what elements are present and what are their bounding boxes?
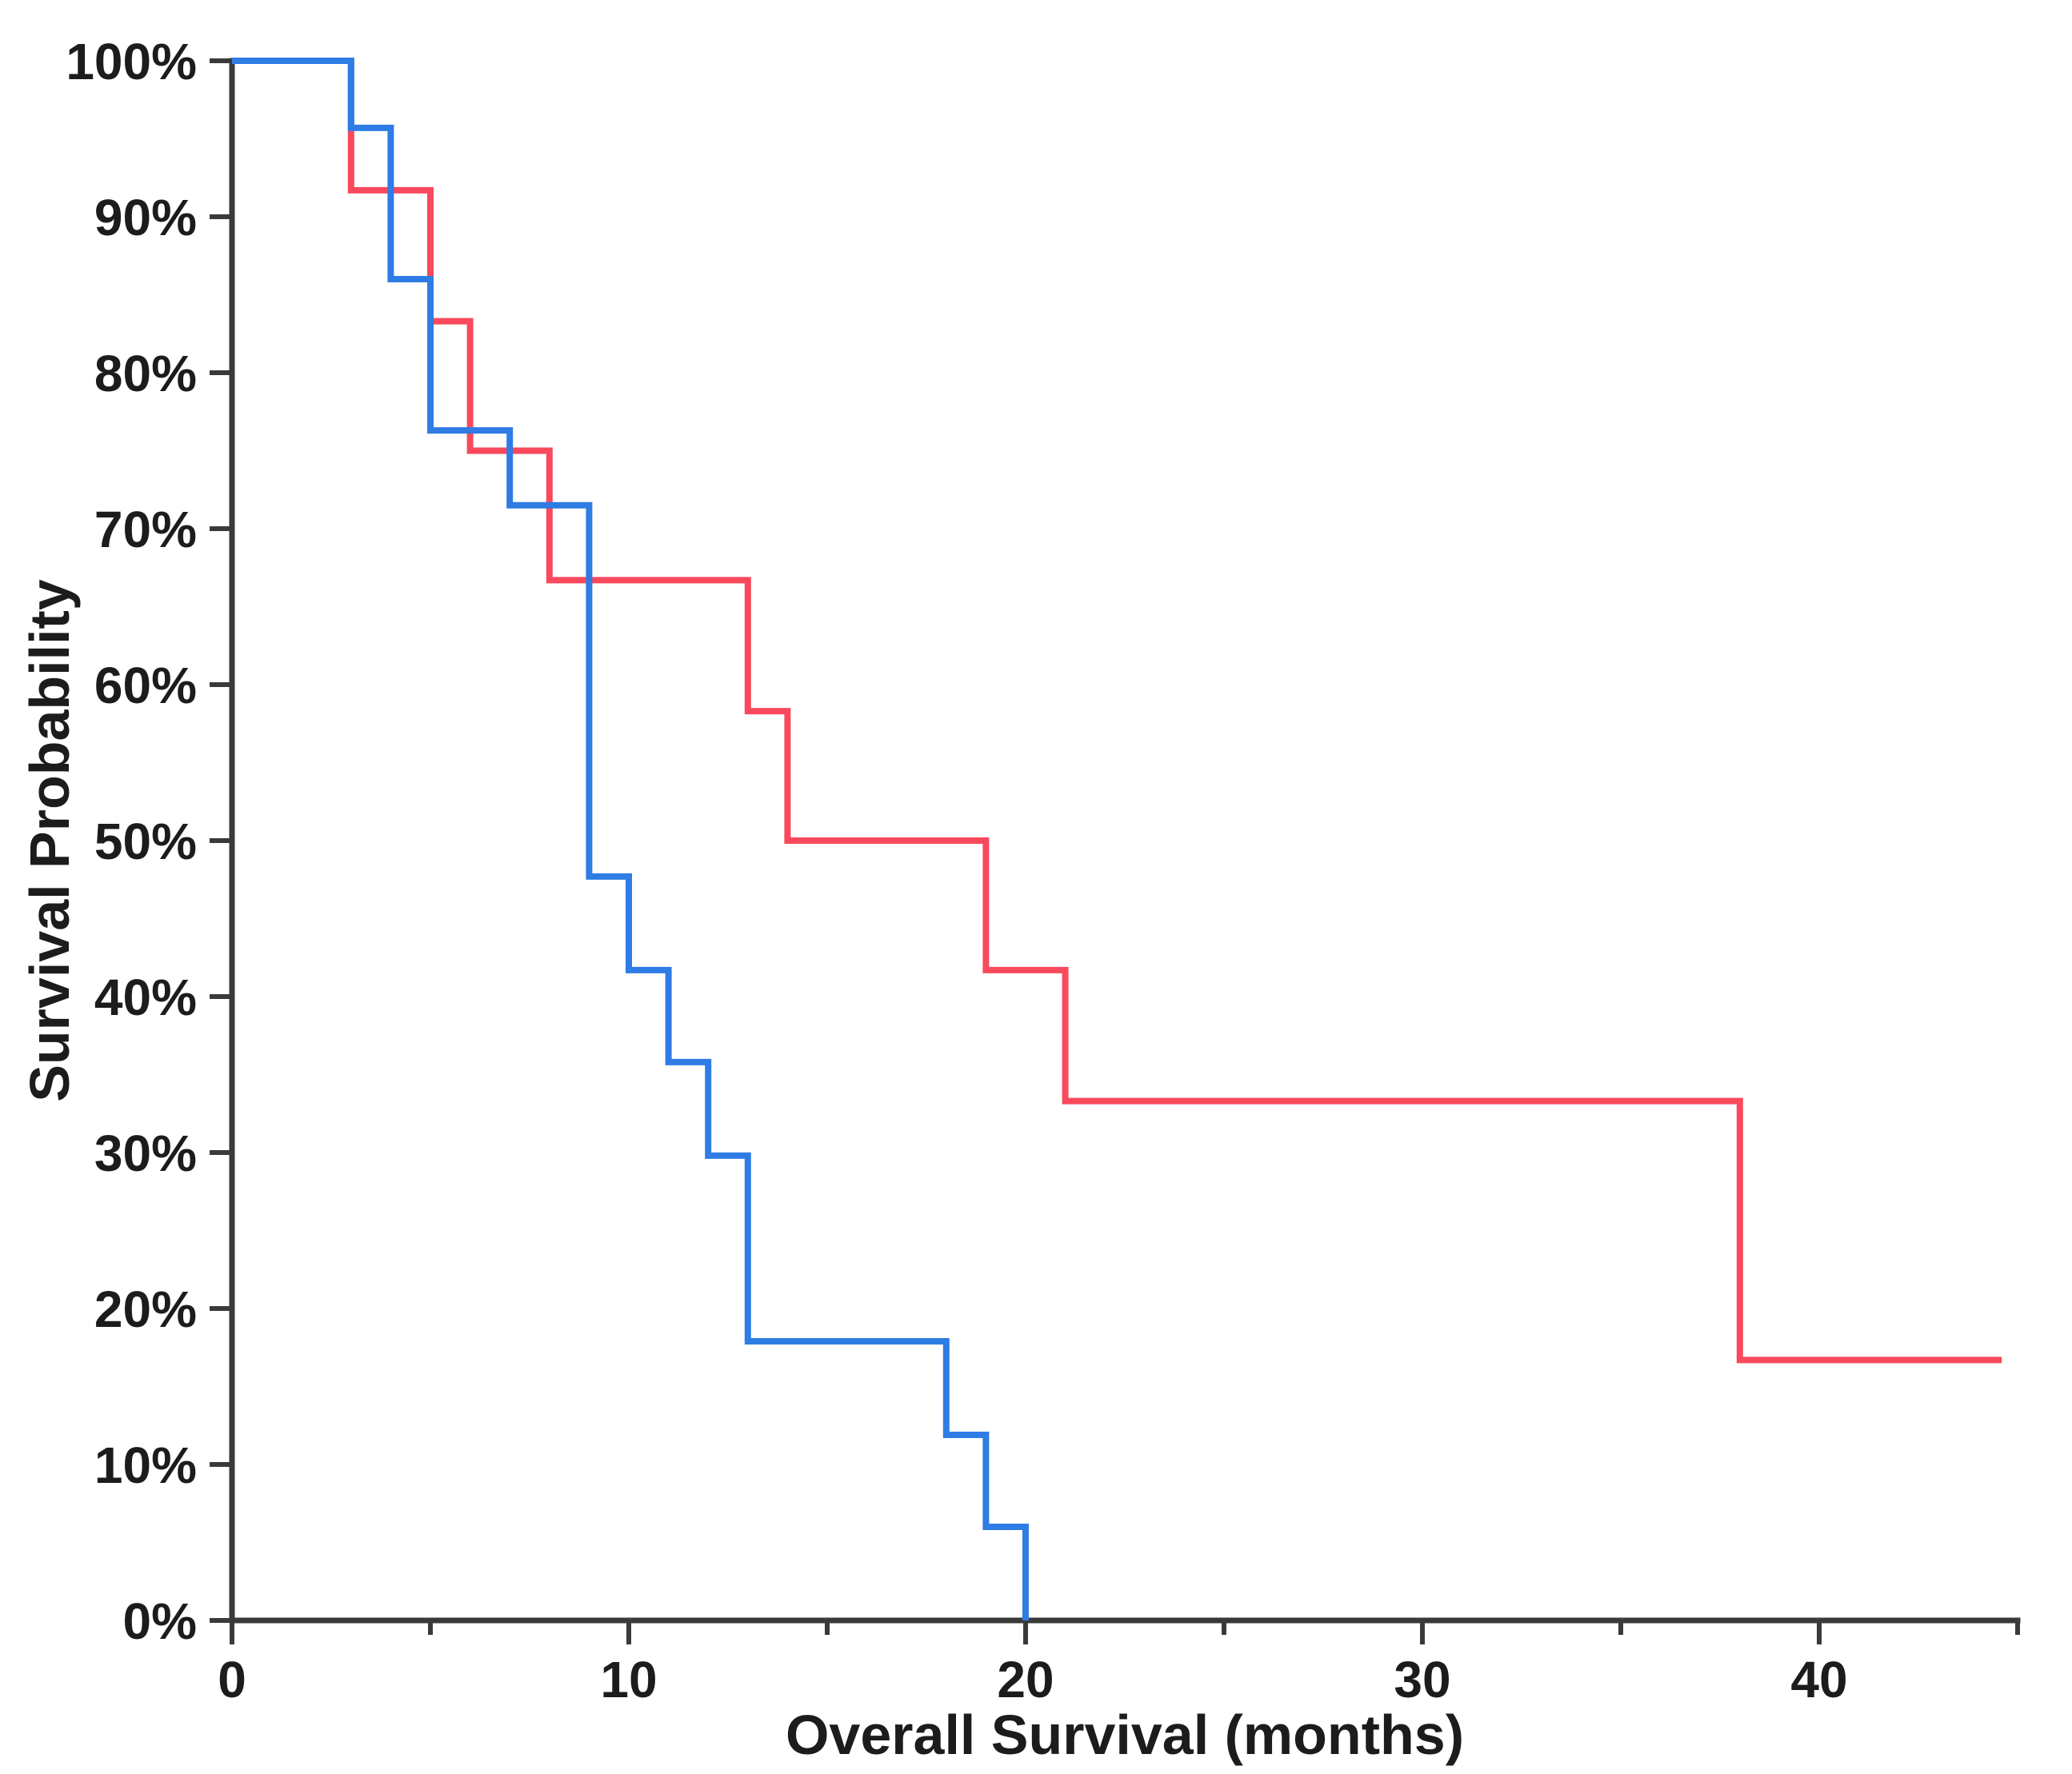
axes-layer (210, 58, 2021, 1644)
y-tick-label: 30% (94, 1125, 197, 1182)
y-tick-label: 20% (94, 1281, 197, 1338)
y-tick-label: 40% (94, 969, 197, 1026)
y-axis-title: Survival Probability (18, 579, 81, 1102)
y-tick-label: 60% (94, 657, 197, 714)
x-tick-label: 40 (1790, 1651, 1847, 1708)
x-tick-label: 10 (600, 1651, 657, 1708)
y-tick-label: 0% (123, 1592, 198, 1650)
axis-lines (229, 58, 2021, 1624)
y-tick-label: 80% (94, 345, 197, 402)
x-tick-label: 30 (1394, 1651, 1450, 1708)
y-tick-label: 100% (66, 33, 197, 90)
y-tick-label: 90% (94, 189, 197, 246)
survival-curve-series-red (232, 58, 2002, 1364)
x-tick-label: 0 (218, 1651, 246, 1708)
curves-layer (232, 58, 2002, 1620)
y-tick-label: 50% (94, 813, 197, 870)
tick-labels-layer: 0% 10% 20% 30% 40% 50% 60% 70% 80% 90% 100% 0 10 20 30… (66, 33, 1847, 1708)
y-tick-label: 70% (94, 501, 197, 558)
survival-curve-series-blue (232, 58, 1029, 1620)
x-tick-label: 20 (997, 1651, 1054, 1708)
y-tick-label: 10% (94, 1436, 197, 1494)
x-axis-title: Overall Survival (months) (786, 1704, 1464, 1766)
